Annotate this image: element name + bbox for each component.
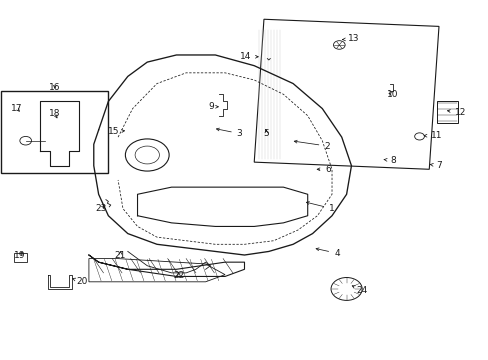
- Text: 14: 14: [239, 52, 258, 61]
- Text: 15: 15: [108, 127, 124, 136]
- Text: 6: 6: [317, 165, 330, 174]
- Text: 18: 18: [49, 109, 61, 118]
- Text: 13: 13: [342, 35, 359, 44]
- Text: 10: 10: [386, 90, 398, 99]
- Text: 20: 20: [73, 277, 87, 286]
- Text: 17: 17: [11, 104, 22, 113]
- Text: 1: 1: [306, 202, 334, 213]
- Text: 16: 16: [49, 83, 61, 92]
- Bar: [436, 102, 458, 123]
- Polygon shape: [89, 258, 224, 282]
- Text: 8: 8: [383, 156, 395, 165]
- Text: 7: 7: [429, 161, 441, 170]
- Text: 12: 12: [447, 108, 466, 117]
- Text: 11: 11: [423, 131, 442, 140]
- Text: 19: 19: [14, 251, 25, 260]
- Text: 2: 2: [294, 140, 329, 150]
- Text: 22: 22: [173, 271, 184, 280]
- Text: 21: 21: [115, 251, 126, 260]
- Text: 5: 5: [263, 129, 269, 138]
- Text: 24: 24: [351, 286, 367, 295]
- Text: 3: 3: [216, 128, 242, 138]
- Text: 4: 4: [315, 248, 339, 258]
- Bar: [1, 91, 108, 173]
- Bar: [14, 253, 27, 262]
- Text: 23: 23: [95, 204, 106, 213]
- Text: 9: 9: [208, 102, 218, 111]
